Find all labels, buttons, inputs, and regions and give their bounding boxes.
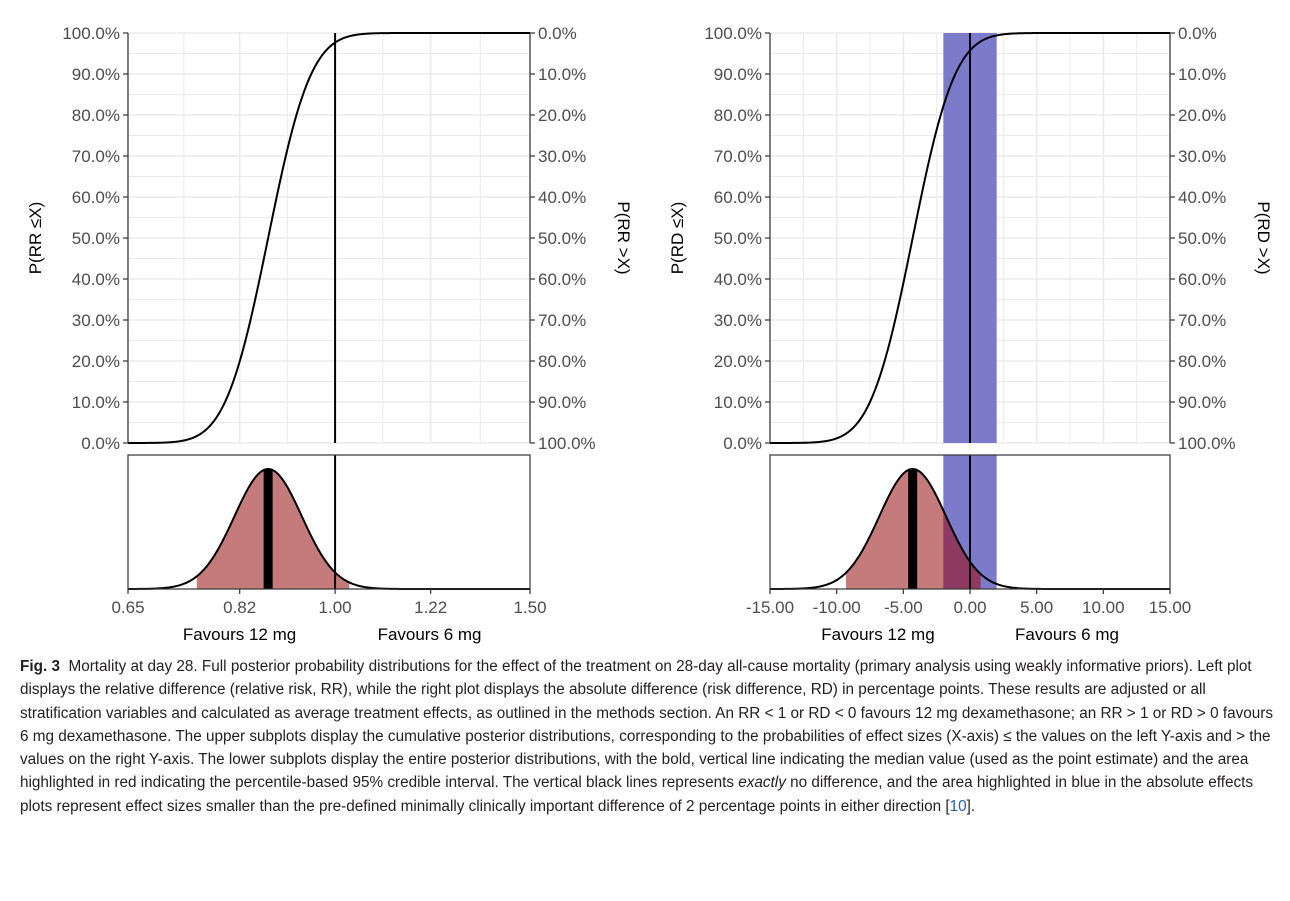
rd-density-panel: -15.00 -10.00 -5.00 0.00 5.00 10.00 15.00 Favou… — [746, 454, 1192, 644]
rd-x-tick-label: 0.00 — [953, 598, 986, 617]
rr-left-y-tick-label: 40.0% — [72, 270, 120, 289]
rd-right-y-tick-label: 80.0% — [1178, 352, 1226, 371]
rd-left-y-tick-label: 70.0% — [714, 147, 762, 166]
rr-cumulative-curve — [128, 32, 530, 444]
rd-right-y-tick-label: 50.0% — [1178, 229, 1226, 248]
rr-favours-12mg-label: Favours 12 mg — [183, 625, 296, 644]
rr-left-y-tick-label: 100.0% — [62, 24, 120, 43]
figure-label: Fig. 3 — [20, 658, 60, 675]
rr-left-y-tick-label: 0.0% — [81, 434, 120, 453]
caption-text-continued: no difference, and the area highlighted … — [20, 774, 1254, 815]
figure-chart-svg: 100.0% 90.0% 80.0% 70.0% 60.0% 50.0% 40.0% 30.0… — [26, 24, 1273, 644]
rd-favours-6mg-label: Favours 6 mg — [1015, 625, 1119, 644]
rd-x-tick-label: 5.00 — [1020, 598, 1053, 617]
rd-left-y-tick-label: 10.0% — [714, 393, 762, 412]
rr-credible-interval-area — [196, 469, 350, 589]
rd-right-y-tick-label: 90.0% — [1178, 393, 1226, 412]
rr-right-y-tick-label: 50.0% — [538, 229, 586, 248]
rd-right-y-tick-label: 30.0% — [1178, 147, 1226, 166]
rr-cumulative-panel: 100.0% 90.0% 80.0% 70.0% 60.0% 50.0% 40.0% 30.0… — [26, 24, 633, 453]
rr-right-y-tick-label: 0.0% — [538, 24, 577, 43]
rd-right-y-tick-label: 10.0% — [1178, 65, 1226, 84]
rd-x-tick-label: -5.00 — [884, 598, 923, 617]
rd-right-y-tick-label: 60.0% — [1178, 270, 1226, 289]
rr-density-frame — [127, 454, 531, 590]
rr-favours-6mg-label: Favours 6 mg — [378, 625, 482, 644]
figure-caption: Fig. 3 Mortality at day 28. Full posteri… — [20, 655, 1275, 818]
rr-right-y-tick-label: 90.0% — [538, 393, 586, 412]
rd-right-y-tick-label: 20.0% — [1178, 106, 1226, 125]
rd-right-y-tick-label: 0.0% — [1178, 24, 1217, 43]
rd-left-y-tick-label: 0.0% — [723, 434, 762, 453]
rd-x-tick-label: 10.00 — [1082, 598, 1125, 617]
rd-cumulative-panel: 100.0% 90.0% 80.0% 70.0% 60.0% 50.0% 40.0% 30.0… — [668, 24, 1273, 453]
rd-left-y-tick-label: 100.0% — [704, 24, 762, 43]
rd-left-y-axis-title: P(RD ≤X) — [668, 202, 687, 275]
rd-right-y-tick-label: 40.0% — [1178, 188, 1226, 207]
rr-density-panel: 0.65 0.82 1.00 1.22 1.50 Favours 12 mg Favours… — [111, 454, 547, 644]
rr-right-y-tick-label: 40.0% — [538, 188, 586, 207]
rr-right-y-tick-label: 60.0% — [538, 270, 586, 289]
rr-x-tick-label: 1.22 — [414, 598, 447, 617]
rd-left-y-tick-label: 50.0% — [714, 229, 762, 248]
rr-left-y-tick-label: 80.0% — [72, 106, 120, 125]
rd-x-tick-label: -15.00 — [746, 598, 794, 617]
rd-left-y-tick-label: 40.0% — [714, 270, 762, 289]
caption-emphasis: exactly — [738, 774, 786, 792]
caption-reference-link[interactable]: 10 — [949, 797, 967, 815]
rd-x-tick-label: 15.00 — [1149, 598, 1192, 617]
rr-left-y-tick-label: 50.0% — [72, 229, 120, 248]
rr-x-tick-label: 0.82 — [223, 598, 256, 617]
rr-x-tick-label: 0.65 — [111, 598, 144, 617]
caption-end: ]. — [966, 797, 976, 815]
rr-right-y-tick-label: 100.0% — [538, 434, 596, 453]
rd-right-y-tick-label: 70.0% — [1178, 311, 1226, 330]
rr-right-y-tick-label: 10.0% — [538, 65, 586, 84]
rd-left-y-tick-label: 80.0% — [714, 106, 762, 125]
rr-x-tick-label: 1.00 — [319, 598, 352, 617]
rr-left-y-tick-label: 20.0% — [72, 352, 120, 371]
caption-text: Mortality at day 28. Full posterior prob… — [20, 658, 1274, 792]
rd-x-tick-label: -10.00 — [813, 598, 861, 617]
rr-x-tick-label: 1.50 — [513, 598, 546, 617]
rd-left-y-tick-label: 90.0% — [714, 65, 762, 84]
rd-left-y-tick-label: 60.0% — [714, 188, 762, 207]
rr-left-y-tick-label: 90.0% — [72, 65, 120, 84]
rr-left-y-tick-label: 30.0% — [72, 311, 120, 330]
rr-left-y-tick-label: 70.0% — [72, 147, 120, 166]
rr-left-y-tick-label: 60.0% — [72, 188, 120, 207]
rr-right-y-tick-label: 30.0% — [538, 147, 586, 166]
rr-left-y-tick-label: 10.0% — [72, 393, 120, 412]
rd-right-y-axis-title: P(RD >X) — [1254, 201, 1273, 274]
rr-left-y-axis-title: P(RR ≤X) — [26, 202, 45, 275]
rd-left-y-tick-label: 30.0% — [714, 311, 762, 330]
rr-right-y-tick-label: 80.0% — [538, 352, 586, 371]
rr-right-y-tick-label: 20.0% — [538, 106, 586, 125]
rd-favours-12mg-label: Favours 12 mg — [821, 625, 934, 644]
rr-right-y-axis-title: P(RR >X) — [614, 201, 633, 274]
rd-left-y-tick-label: 20.0% — [714, 352, 762, 371]
rd-right-y-tick-label: 100.0% — [1178, 434, 1236, 453]
rr-right-y-tick-label: 70.0% — [538, 311, 586, 330]
